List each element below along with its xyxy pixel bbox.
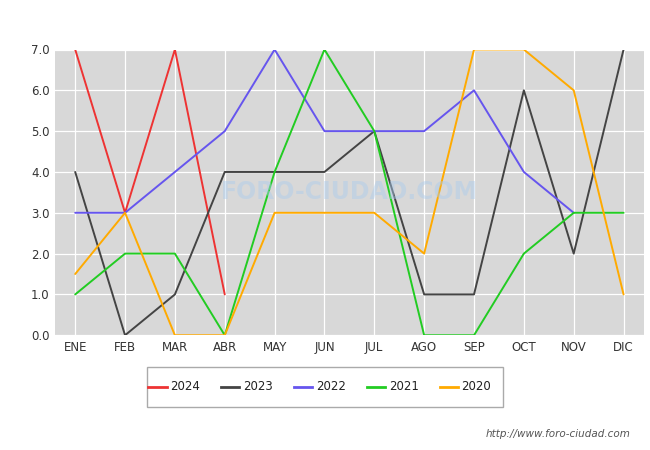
Text: 2022: 2022 (316, 381, 346, 393)
FancyBboxPatch shape (147, 367, 503, 407)
Text: FORO-CIUDAD.COM: FORO-CIUDAD.COM (221, 180, 478, 204)
Text: 2020: 2020 (462, 381, 491, 393)
Text: 2021: 2021 (389, 381, 419, 393)
Text: http://www.foro-ciudad.com: http://www.foro-ciudad.com (486, 429, 630, 439)
Text: Matriculaciones de Vehiculos en Nava de la Asunción: Matriculaciones de Vehiculos en Nava de … (112, 16, 538, 31)
Text: 2024: 2024 (170, 381, 200, 393)
Text: 2023: 2023 (243, 381, 273, 393)
